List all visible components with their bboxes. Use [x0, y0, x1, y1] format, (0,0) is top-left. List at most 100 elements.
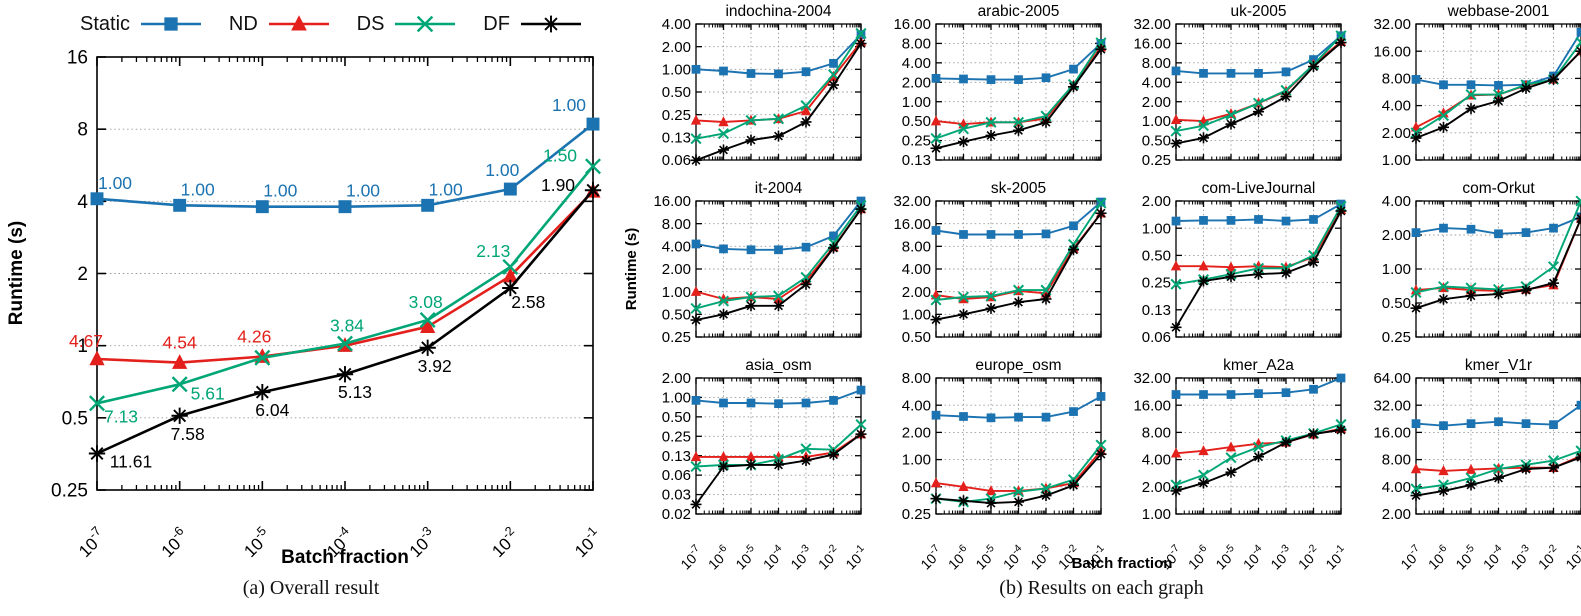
asterisk-marker	[985, 302, 997, 314]
legend-x-sample	[395, 15, 456, 33]
square-marker	[746, 245, 756, 255]
x-marker	[1465, 89, 1477, 101]
square-marker	[1226, 68, 1236, 78]
legend-label: DS	[356, 12, 385, 35]
asterisk-marker	[1547, 73, 1560, 85]
legend-square-sample	[141, 17, 202, 31]
square-marker	[1041, 229, 1051, 239]
y-tick-label: 2.00	[1382, 125, 1411, 142]
x-marker	[745, 291, 757, 303]
triangle-marker	[930, 477, 942, 488]
asterisk-marker	[1575, 212, 1581, 225]
y-tick-label: 0.50	[662, 84, 691, 101]
asterisk-marker	[1067, 81, 1080, 93]
x-tick-label: 10-2	[1294, 543, 1324, 573]
y-tick-label: 0.50	[902, 329, 931, 346]
y-tick-label: 4.00	[902, 397, 931, 414]
subplot-title: uk-2005	[1230, 3, 1286, 20]
triangle-marker	[985, 485, 997, 496]
asterisk-marker	[1067, 244, 1080, 256]
square-marker	[421, 198, 435, 212]
x-marker	[800, 443, 812, 455]
square-marker	[1014, 230, 1023, 239]
x-marker	[957, 291, 970, 303]
asterisk-marker	[827, 79, 840, 91]
x-axis-label: Batch fraction	[1072, 555, 1173, 572]
plot-border	[695, 23, 862, 161]
y-tick-label: 16.00	[893, 216, 931, 233]
triangle-marker	[1410, 463, 1422, 474]
x-tick-label: 10-4	[999, 543, 1029, 573]
square-marker	[1309, 215, 1318, 224]
x-marker	[800, 100, 812, 112]
triangle-marker	[773, 293, 784, 304]
series-markers-df	[1170, 205, 1347, 333]
square-marker	[1494, 417, 1503, 427]
x-tick-label: 10-6	[1424, 543, 1454, 573]
x-tick-label: 10-7	[73, 524, 110, 561]
asterisk-icon	[542, 15, 560, 33]
y-tick-label: 16.00	[1373, 425, 1411, 442]
square-marker	[1041, 73, 1051, 83]
square-marker	[1199, 68, 1208, 78]
plot-border	[695, 377, 862, 515]
y-tick-label: 0.25	[902, 133, 931, 150]
y-tick-label: 32.00	[1373, 16, 1411, 33]
x-tick-label: 10-2	[814, 543, 844, 573]
square-marker	[1069, 64, 1078, 74]
chart-com-LiveJournal: 2.00 1.00 0.50 0.25 0.13 0.06 com-LiveJournal	[1142, 180, 1347, 346]
series-markers-df	[88, 182, 602, 462]
square-marker	[1466, 419, 1476, 429]
y-tick-label: 2.00	[902, 74, 931, 91]
square-marker	[1041, 412, 1051, 422]
y-tick-label: 4	[77, 192, 88, 213]
x-marker	[1170, 278, 1182, 290]
triangle-marker	[1198, 445, 1209, 456]
x-tick-label: 10-4	[759, 543, 789, 573]
subplot-title: arabic-2005	[978, 3, 1060, 20]
y-tick-label: 2.00	[1142, 193, 1171, 210]
asterisk-marker	[1040, 116, 1052, 128]
y-tick-label: 8.00	[1142, 55, 1171, 72]
point-label: 1.00	[485, 160, 519, 180]
series-markers-static	[1411, 400, 1581, 431]
y-tick-label: 1.00	[902, 452, 931, 469]
square-marker	[719, 244, 728, 254]
square-marker	[1439, 421, 1448, 431]
chart-it-2004: 16.00 8.00 4.00 2.00 1.00 0.50 0.25 it-2004	[653, 180, 867, 346]
asterisk-marker	[1280, 436, 1292, 448]
y-tick-label: 0.50	[1142, 248, 1171, 265]
series-markers-df	[1410, 451, 1581, 502]
x-marker	[717, 295, 730, 307]
x-tick-label: 10-1	[841, 543, 871, 573]
asterisk-marker	[1520, 284, 1532, 296]
asterisk-marker	[584, 182, 602, 199]
asterisk-marker	[855, 203, 867, 215]
y-tick-label: 0.50	[902, 479, 931, 496]
square-marker	[719, 66, 728, 76]
point-label: 1.00	[346, 181, 380, 201]
point-label: 5.61	[191, 383, 225, 403]
square-marker	[1069, 221, 1078, 231]
chart-asia_osm: 2.00 1.00 0.50 0.25 0.13 0.06 0.03 0.02 10-710-6…	[662, 357, 871, 573]
x-marker	[1225, 452, 1237, 464]
subplot-title: webbase-2001	[1447, 3, 1550, 20]
y-tick-label: 4.00	[902, 261, 931, 278]
asterisk-marker	[1095, 448, 1107, 460]
x-marker	[1492, 463, 1505, 475]
chart-overall: 1684210.50.2510-710-610-510-410-310-210-…	[51, 47, 606, 561]
y-tick-label: 4.00	[1382, 98, 1411, 115]
asterisk-marker	[855, 428, 867, 440]
asterisk-marker	[1170, 321, 1182, 333]
x-tick-label: 10-1	[569, 524, 606, 561]
triangle-marker	[1170, 447, 1182, 458]
asterisk-marker	[690, 154, 702, 166]
overall-chart: 1684210.50.2510-710-610-510-410-310-210-…	[6, 47, 606, 568]
triangle-marker	[502, 267, 518, 283]
point-label: 1.00	[98, 173, 132, 193]
y-tick-label: 0.5	[62, 408, 88, 429]
x-marker	[1012, 486, 1025, 498]
series-markers-df	[1170, 37, 1347, 150]
square-marker	[1466, 224, 1476, 234]
triangle-marker	[690, 114, 702, 125]
